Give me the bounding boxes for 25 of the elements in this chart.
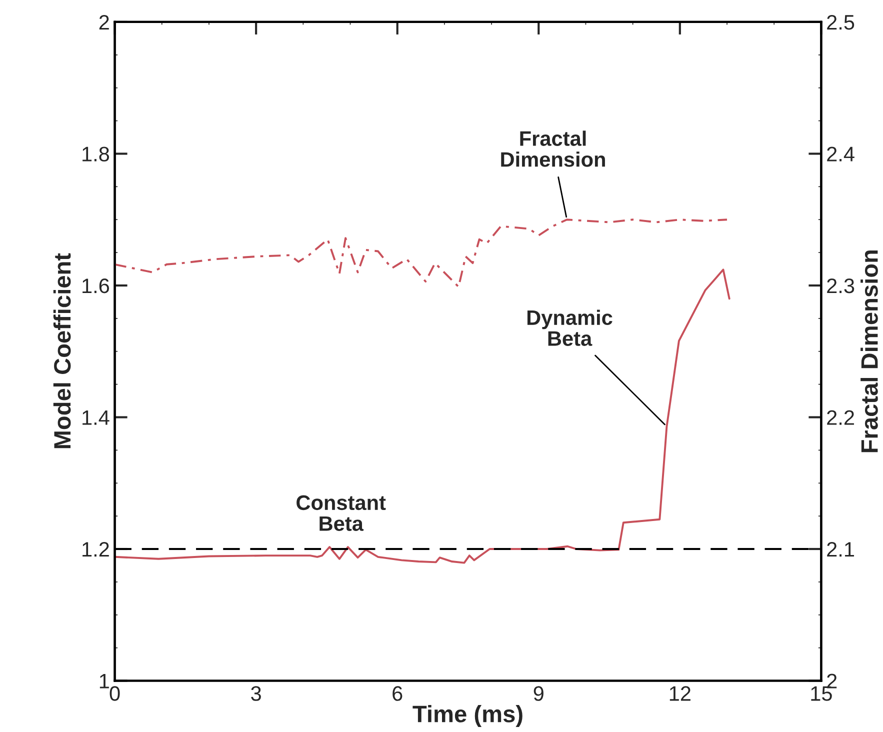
- y2-tick-label: 2.1: [827, 542, 854, 557]
- x-tick-label: 15: [811, 686, 832, 701]
- x-tick-label: 6: [392, 686, 402, 701]
- y2-axis-title: Fractal Dimension: [860, 250, 878, 452]
- y2-tick-label: 2.2: [827, 410, 854, 425]
- y-tick-label: 1.6: [82, 278, 110, 294]
- y-tick-label: 1.4: [82, 410, 110, 425]
- y2-tick-label: 2.5: [827, 14, 854, 30]
- y-tick-label: 1.8: [82, 146, 110, 162]
- x-tick-label: 0: [110, 686, 120, 701]
- x-tick-label: 12: [670, 686, 690, 701]
- y-axis-title: Model Coefficient: [53, 253, 71, 448]
- y-tick-label: 1.2: [82, 542, 109, 557]
- line-series: [114, 218, 728, 288]
- y2-tick-label: 2.3: [827, 278, 854, 294]
- ref-line-label: Constant Beta: [296, 495, 386, 531]
- y-tick-label: 2: [99, 14, 109, 30]
- y-tick-label: 1: [100, 674, 109, 688]
- x-tick-label: 3: [251, 686, 261, 701]
- x-tick-label: 9: [534, 686, 544, 701]
- x-axis-title: Time (ms): [412, 705, 522, 728]
- y2-tick-label: 2.4: [827, 146, 854, 162]
- annotation: Fractal Dimension: [501, 130, 605, 167]
- annotation: Dynamic Beta: [527, 310, 612, 346]
- line-series: [114, 268, 730, 564]
